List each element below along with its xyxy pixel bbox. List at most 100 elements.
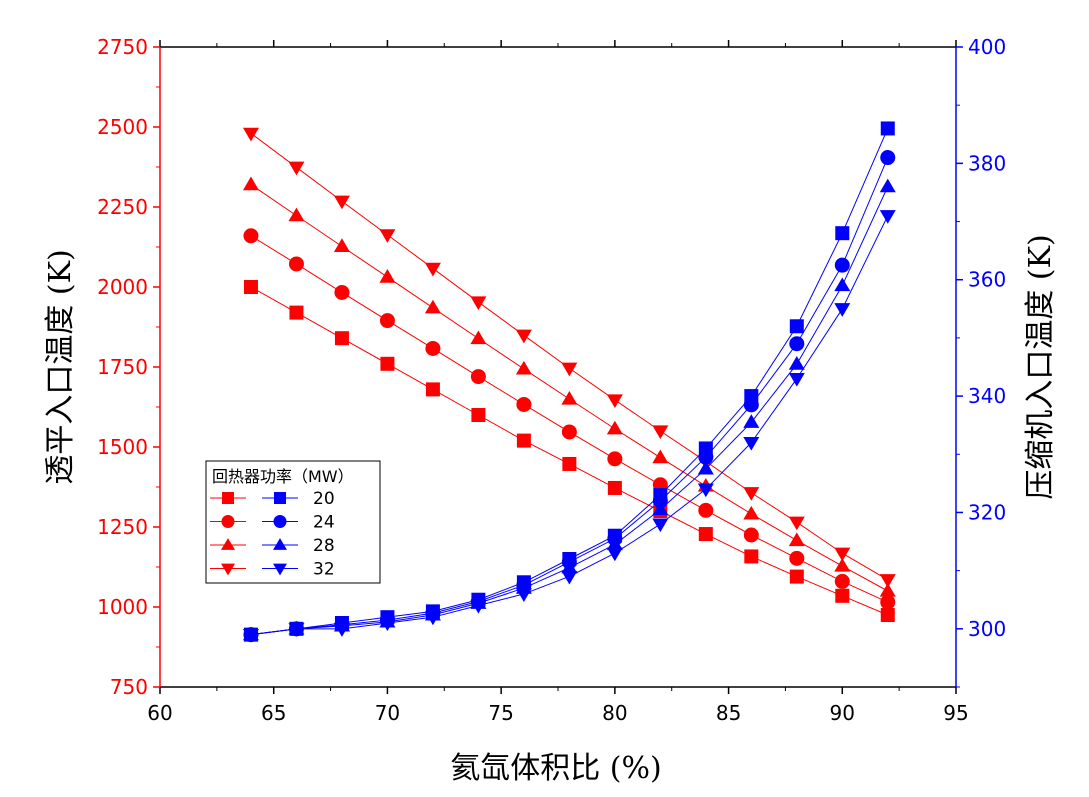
marker-square bbox=[516, 433, 531, 448]
marker-circle bbox=[789, 336, 805, 352]
y-left-tick-label: 2000 bbox=[97, 275, 148, 299]
marker-triangle-down bbox=[424, 262, 441, 277]
marker-triangle bbox=[743, 414, 760, 428]
marker-triangle bbox=[515, 360, 532, 375]
x-tick-label: 90 bbox=[830, 701, 855, 725]
legend-label: 20 bbox=[313, 489, 335, 509]
y-left-tick-label: 1250 bbox=[97, 515, 148, 539]
marker-triangle-down bbox=[515, 329, 532, 344]
y-right-tick-label: 380 bbox=[968, 151, 1006, 175]
marker-triangle bbox=[288, 207, 305, 222]
marker-triangle bbox=[561, 390, 578, 405]
marker-triangle-down bbox=[242, 127, 259, 142]
marker-circle bbox=[698, 502, 714, 518]
y-axis-left-label: 透平入口温度 (K) bbox=[43, 249, 78, 484]
y-left-tick-label: 2500 bbox=[97, 115, 148, 139]
marker-square bbox=[562, 456, 577, 471]
marker-triangle-down bbox=[470, 599, 487, 614]
marker-triangle-down bbox=[333, 195, 350, 210]
marker-square bbox=[334, 331, 349, 346]
marker-triangle bbox=[333, 238, 350, 252]
x-tick-label: 95 bbox=[943, 701, 968, 725]
x-tick-label: 75 bbox=[488, 701, 513, 725]
y-right-tick-label: 300 bbox=[968, 617, 1006, 641]
marker-square bbox=[380, 356, 395, 371]
marker-triangle-down bbox=[834, 303, 851, 317]
marker-square bbox=[222, 492, 234, 504]
marker-square bbox=[607, 480, 622, 495]
marker-triangle bbox=[652, 501, 669, 516]
marker-square bbox=[425, 382, 440, 397]
axes-layer: 60 65 70 75 80 85 90 95 750 1000 1250 1500 1750 2000 2… bbox=[97, 35, 1006, 725]
marker-circle bbox=[379, 313, 395, 329]
marker-circle bbox=[698, 449, 714, 465]
marker-square bbox=[880, 121, 895, 136]
marker-triangle-down bbox=[424, 611, 441, 626]
marker-circle bbox=[273, 515, 287, 528]
marker-square bbox=[880, 608, 895, 622]
legend-label: 32 bbox=[313, 560, 335, 580]
marker-triangle bbox=[697, 460, 714, 475]
y-right-tick-label: 340 bbox=[968, 384, 1006, 408]
x-tick-label: 60 bbox=[147, 701, 172, 725]
marker-triangle-down bbox=[697, 483, 714, 498]
legend: 回热器功率（MW） 20 24 28 32 bbox=[205, 460, 381, 584]
marker-triangle bbox=[788, 356, 805, 370]
marker-triangle bbox=[470, 330, 487, 345]
marker-circle bbox=[561, 424, 577, 440]
marker-triangle-down bbox=[879, 574, 896, 588]
marker-circle bbox=[470, 369, 486, 385]
marker-square bbox=[471, 408, 486, 422]
legend-title: 回热器功率（MW） bbox=[212, 467, 354, 486]
y-right-tick-label: 400 bbox=[968, 35, 1006, 59]
marker-triangle bbox=[834, 557, 851, 572]
marker-triangle-down bbox=[743, 487, 760, 501]
marker-triangle bbox=[834, 277, 851, 292]
marker-square bbox=[835, 226, 850, 241]
x-tick-label: 65 bbox=[261, 701, 286, 725]
y-axis-right-label: 压缩机入口温度 (K) bbox=[1023, 234, 1058, 499]
marker-circle bbox=[516, 396, 532, 412]
marker-circle bbox=[425, 340, 441, 356]
legend-label: 24 bbox=[313, 513, 335, 533]
marker-triangle bbox=[273, 538, 287, 550]
marker-circle bbox=[243, 228, 259, 244]
marker-circle bbox=[334, 284, 350, 300]
x-tick-label: 80 bbox=[602, 701, 627, 725]
marker-triangle bbox=[561, 559, 578, 574]
marker-triangle-down bbox=[561, 570, 578, 585]
marker-triangle-down bbox=[470, 296, 487, 311]
marker-triangle bbox=[424, 299, 441, 314]
marker-circle bbox=[834, 573, 850, 589]
marker-triangle-down bbox=[288, 161, 305, 176]
marker-triangle-down bbox=[561, 362, 578, 377]
marker-triangle bbox=[606, 536, 623, 551]
marker-circle bbox=[221, 515, 235, 528]
marker-square bbox=[789, 319, 804, 334]
marker-triangle bbox=[788, 532, 805, 547]
marker-triangle-down bbox=[788, 373, 805, 387]
y-right-tick-label: 320 bbox=[968, 500, 1006, 524]
legend-label: 28 bbox=[313, 536, 335, 556]
marker-circle bbox=[880, 594, 896, 610]
y-left-tick-label: 750 bbox=[110, 675, 148, 699]
y-left-tick-label: 1750 bbox=[97, 355, 148, 379]
marker-triangle bbox=[242, 176, 259, 191]
marker-triangle bbox=[221, 538, 235, 550]
marker-triangle bbox=[652, 449, 669, 464]
marker-triangle-down bbox=[379, 229, 396, 243]
marker-square bbox=[789, 569, 804, 584]
marker-triangle-down bbox=[242, 629, 259, 643]
marker-circle bbox=[652, 493, 668, 509]
marker-triangle bbox=[879, 582, 896, 597]
marker-triangle-down bbox=[606, 394, 623, 409]
marker-triangle-down bbox=[288, 623, 305, 637]
marker-circle bbox=[743, 527, 759, 543]
marker-circle bbox=[743, 397, 759, 413]
marker-square bbox=[835, 588, 850, 603]
marker-triangle-down bbox=[879, 210, 896, 224]
y-left-tick-label: 2750 bbox=[97, 35, 148, 59]
y-left-tick-label: 1000 bbox=[97, 595, 148, 619]
marker-triangle-down bbox=[652, 518, 669, 533]
marker-triangle bbox=[743, 505, 760, 520]
